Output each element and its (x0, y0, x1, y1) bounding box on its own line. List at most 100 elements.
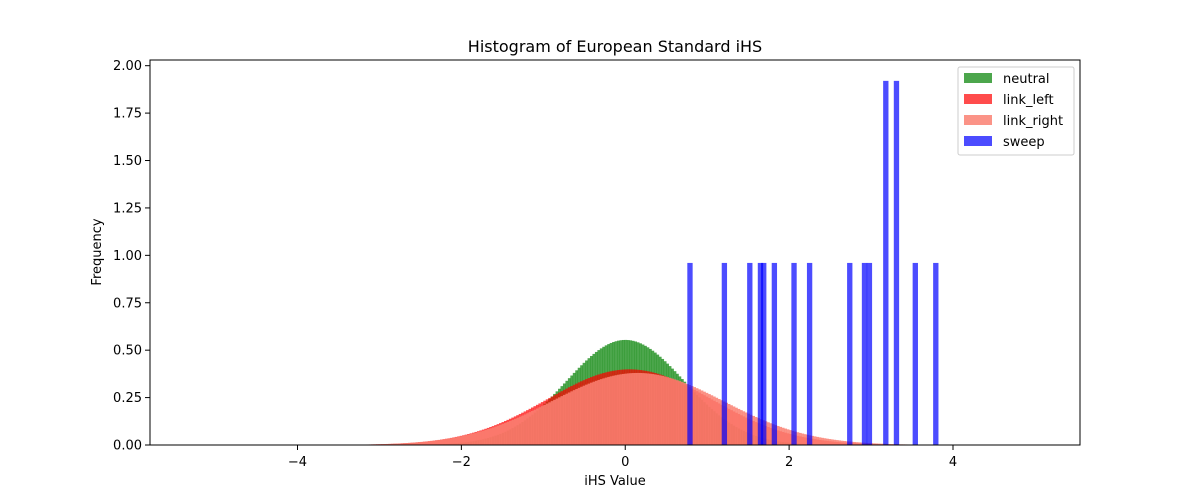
bar-link_right (814, 436, 817, 445)
bar-sweep (894, 81, 899, 445)
bar-link_right (669, 378, 672, 445)
bar-link_right (502, 424, 505, 445)
y-tick-label: 1.50 (113, 154, 142, 169)
bar-link_right (529, 412, 532, 445)
bar-link_right (543, 405, 546, 445)
y-tick-label: 1.25 (113, 201, 142, 216)
legend-swatch-neutral (964, 73, 992, 83)
bar-link_right (565, 394, 568, 445)
bar-link_right (710, 395, 713, 445)
bar-link_right (639, 373, 642, 445)
bar-link_right (730, 405, 733, 445)
bar-link_right (470, 434, 473, 445)
bar-link_right (649, 374, 652, 445)
bar-link_right (801, 434, 804, 445)
x-tick-label: 0 (621, 455, 629, 470)
legend-swatch-link_right (964, 115, 992, 125)
bar-link_right (659, 375, 662, 445)
bar-link_right (782, 428, 785, 445)
bar-link_right (831, 439, 834, 445)
bar-link_right (617, 375, 620, 445)
y-axis-ticks: 0.000.250.500.751.001.251.501.752.00 (113, 59, 150, 453)
bar-link_right (472, 433, 475, 445)
y-tick-label: 0.25 (113, 391, 142, 406)
bar-link_right (624, 374, 627, 445)
bar-link_right (637, 373, 640, 445)
bar-link_right (696, 388, 699, 445)
bar-link_right (620, 374, 623, 445)
bar-link_right (718, 399, 721, 445)
bar-link_right (541, 406, 544, 445)
bar-link_right (799, 433, 802, 445)
bar-link_right (742, 411, 745, 445)
bar-link_right (841, 441, 844, 445)
y-axis-label: Frequency (90, 218, 105, 285)
bar-link_right (627, 373, 630, 445)
bar-link_right (676, 380, 679, 445)
bar-link_right (610, 376, 613, 445)
bar-link_right (843, 441, 846, 445)
bar-link_right (816, 437, 819, 445)
bar-link_right (755, 417, 758, 445)
bar-link_right (536, 409, 539, 445)
x-tick-label: −2 (452, 455, 471, 470)
bar-link_right (634, 373, 637, 445)
bar-link_right (531, 411, 534, 445)
bar-link_right (509, 421, 512, 445)
bar-link_right (457, 437, 460, 445)
y-tick-label: 1.75 (113, 107, 142, 122)
bar-link_right (787, 429, 790, 445)
bar-link_right (474, 433, 477, 445)
bar-link_right (494, 427, 497, 445)
bar-link_right (679, 381, 682, 445)
y-tick-label: 2.00 (113, 59, 142, 74)
bar-link_right (489, 428, 492, 445)
bar-link_right (833, 440, 836, 445)
bar-link_right (629, 373, 632, 445)
bar-sweep (772, 263, 777, 445)
bar-link_right (435, 440, 438, 445)
bar-link_right (661, 376, 664, 445)
bar-link_right (440, 440, 443, 445)
bar-link_right (703, 392, 706, 445)
bar-link_right (492, 427, 495, 445)
y-tick-label: 0.00 (113, 439, 142, 454)
bar-link_right (713, 397, 716, 445)
bar-link_right (681, 382, 684, 445)
bar-link_right (824, 438, 827, 445)
bar-link_right (819, 437, 822, 445)
bar-link_right (504, 423, 507, 445)
bar-link_right (588, 384, 591, 445)
bar-link_right (738, 409, 741, 445)
bar-link_right (506, 422, 509, 445)
bar-link_right (521, 416, 524, 445)
bar-link_right (465, 435, 468, 445)
bar-link_right (438, 440, 441, 445)
bar-link_right (433, 441, 436, 445)
bar-link_right (602, 378, 605, 445)
bar-sweep (761, 263, 766, 445)
bar-link_right (479, 431, 482, 445)
bar-link_right (462, 436, 465, 445)
bar-link_right (654, 374, 657, 445)
bar-link_right (796, 432, 799, 445)
bar-link_right (683, 383, 686, 445)
legend-label-link_right: link_right (1003, 114, 1063, 129)
bar-sweep (867, 263, 872, 445)
bar-link_right (674, 379, 677, 445)
bar-link_right (701, 391, 704, 445)
bar-link_right (779, 427, 782, 445)
bar-link_right (656, 375, 659, 445)
bar-link_right (784, 429, 787, 445)
bar-link_right (516, 418, 519, 445)
bar-link_right (597, 380, 600, 445)
legend-label-sweep: sweep (1003, 135, 1045, 150)
bar-link_right (477, 432, 480, 445)
bar-sweep (862, 263, 867, 445)
bar-link_right (777, 426, 780, 445)
bar-sweep (883, 81, 888, 445)
bar-link_right (445, 439, 448, 445)
y-tick-label: 0.75 (113, 296, 142, 311)
